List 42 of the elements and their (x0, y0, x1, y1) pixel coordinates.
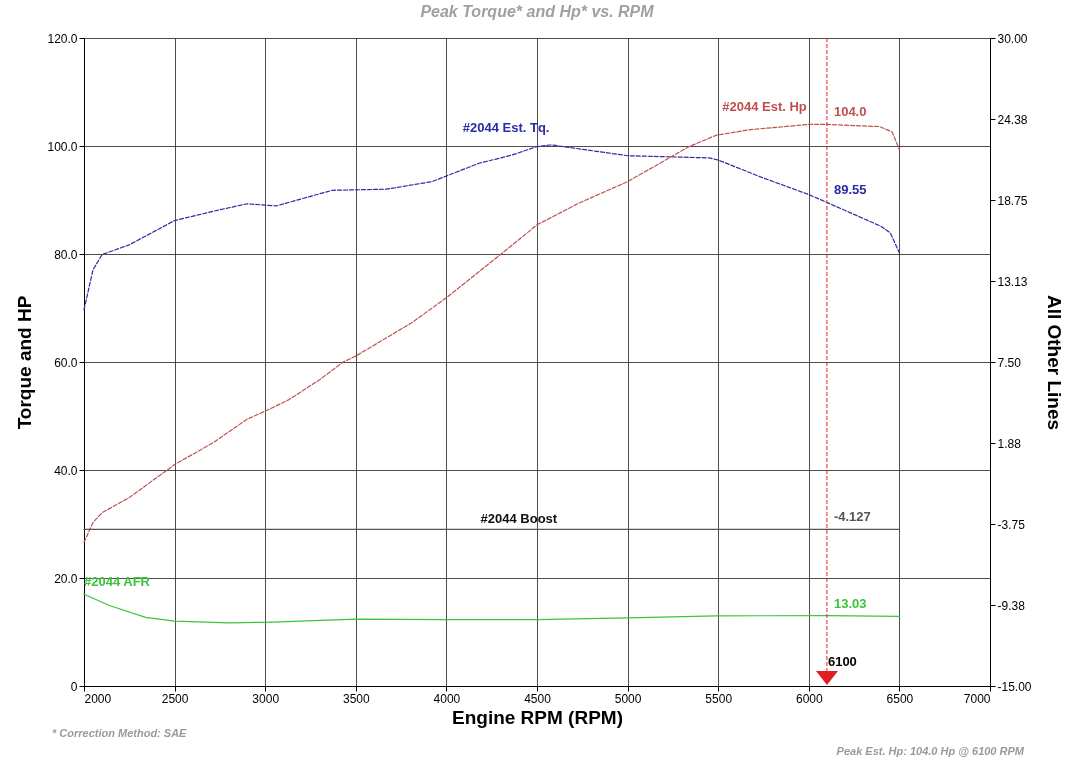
x-axis-title: Engine RPM (RPM) (452, 706, 623, 728)
x-tick-label: 2000 (84, 691, 112, 706)
data-label: 104.0 (833, 104, 867, 120)
x-tick-label: 4500 (524, 691, 552, 706)
text: * Correction Method: SAE (52, 727, 188, 739)
y-tick-label: 20.0 (54, 571, 78, 586)
y-tick-label: 0 (70, 679, 78, 694)
x-tick-label: 2500 (161, 691, 189, 706)
x-tick-label: 4000 (433, 691, 461, 706)
text: Peak Est. Hp: 104.0 Hp @ 6100 RPM (836, 745, 1025, 757)
y2-tick-label: 24.38 (997, 112, 1028, 127)
data-label: 13.03 (833, 595, 867, 611)
x-tick-label: 3500 (342, 691, 370, 706)
y2-tick-label: 30.00 (997, 31, 1028, 46)
y-tick-label: 80.0 (54, 247, 78, 262)
x-tick-label: 5500 (705, 691, 733, 706)
y2-tick-label: -3.75 (997, 517, 1026, 532)
line-series (83, 144, 900, 311)
ref-line-label: 6100 (827, 654, 857, 669)
line-series (83, 123, 900, 543)
y-tick-label: 40.0 (54, 463, 78, 478)
y2-tick-label: -9.38 (997, 598, 1026, 613)
y2-tick-label: 1.88 (997, 436, 1022, 451)
y-tick-label: 60.0 (54, 355, 78, 370)
y2-axis-title: All Other Lines (1043, 294, 1065, 431)
data-label: 89.55 (833, 182, 867, 198)
series-label: #2044 Est. Hp (722, 99, 807, 115)
y-axis-title: Torque and HP (14, 295, 36, 430)
y-tick-label: 100.0 (47, 139, 78, 154)
x-tick-label: 6500 (886, 691, 914, 706)
chart-title: Peak Torque* and Hp* vs. RPM (420, 3, 655, 20)
x-tick-label: 6000 (795, 691, 823, 706)
y2-tick-label: 7.50 (997, 355, 1022, 370)
x-tick-label: 3000 (252, 691, 280, 706)
data-label: -4.127 (833, 509, 871, 525)
x-tick-label: 5000 (614, 691, 642, 706)
y2-tick-label: -15.00 (997, 679, 1032, 694)
x-tick-label: 7000 (963, 691, 991, 706)
y-tick-label: 120.0 (47, 31, 78, 46)
line-series (83, 593, 900, 624)
y2-tick-label: 18.75 (997, 193, 1028, 208)
y2-tick-label: 13.13 (997, 274, 1028, 289)
